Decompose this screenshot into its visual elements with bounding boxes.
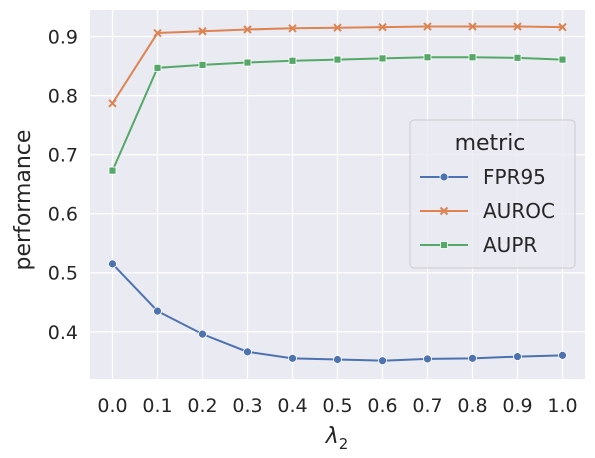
data-point-fpr95 [198,329,207,339]
x-tick-label: 0.0 [97,395,127,417]
x-axis-label-subscript: 2 [339,435,349,453]
data-point-fpr95 [378,356,387,366]
y-tick-label: 0.9 [48,27,78,49]
x-tick-label: 0.6 [367,395,397,417]
data-point-auroc [423,22,432,31]
x-tick-label: 0.4 [277,395,307,417]
data-point-aupr [468,53,477,62]
series-markers [108,22,567,366]
y-tick-label: 0.7 [48,145,78,167]
x-axis-label: λ2 [325,424,349,453]
data-point-fpr95 [153,306,162,316]
x-tick-label: 1.0 [547,395,577,417]
data-point-aupr [153,63,162,72]
x-tick-label: 0.1 [142,395,172,417]
data-point-fpr95 [423,354,432,364]
data-point-fpr95 [513,352,522,361]
data-point-auroc [333,23,342,32]
data-point-fpr95 [558,350,567,360]
legend-items: FPR95 AUROC AUPR [420,165,555,257]
legend-label-auroc: AUROC [483,199,555,223]
data-point-auroc [108,99,117,108]
data-point-auroc [378,22,387,32]
data-point-auroc [558,22,567,32]
legend-marker-aupr [440,241,448,249]
data-point-fpr95 [108,259,117,269]
data-point-fpr95 [288,353,297,363]
legend-label-aupr: AUPR [483,233,537,257]
x-tick-label: 0.2 [187,395,217,417]
legend: metric FPR95 AUROC AUPR [409,119,576,269]
data-point-auroc [198,27,207,36]
x-tick-label: 0.8 [457,395,487,417]
y-tick-label: 0.5 [48,263,78,285]
data-point-auroc [243,25,252,34]
y-axis-label: performance [11,130,36,271]
x-tick-label: 0.9 [502,395,532,417]
data-point-aupr [423,53,432,62]
data-point-fpr95 [243,347,252,357]
data-point-aupr [198,61,207,69]
y-tick-labels: 0.4 0.5 0.6 0.7 0.8 0.9 [48,27,78,344]
data-point-auroc [513,22,522,31]
y-tick-label: 0.6 [48,204,78,226]
x-tick-labels: 0.0 0.1 0.2 0.3 0.4 0.5 0.6 0.7 0.8 0.9 1.0 [97,395,577,417]
legend-marker-fpr95 [439,172,449,182]
data-point-auroc [288,24,297,33]
x-tick-label: 0.5 [322,395,352,417]
data-point-aupr [108,166,117,175]
data-point-aupr [243,58,252,67]
legend-marker-auroc [439,206,449,216]
x-axis-label-main: λ [325,424,339,449]
data-point-auroc [153,28,162,38]
legend-label-fpr95: FPR95 [483,165,546,189]
data-point-aupr [513,53,522,62]
data-point-auroc [468,22,477,31]
data-point-aupr [288,56,297,65]
data-point-aupr [378,54,387,63]
data-point-aupr [558,55,567,64]
legend-title: metric [455,131,526,156]
data-point-fpr95 [333,355,342,364]
legend-box [409,119,576,269]
y-tick-label: 0.8 [48,86,78,108]
x-tick-label: 0.7 [412,395,442,417]
data-point-fpr95 [468,353,477,363]
data-point-aupr [333,55,342,64]
y-tick-label: 0.4 [48,322,78,344]
x-tick-label: 0.3 [232,395,262,417]
